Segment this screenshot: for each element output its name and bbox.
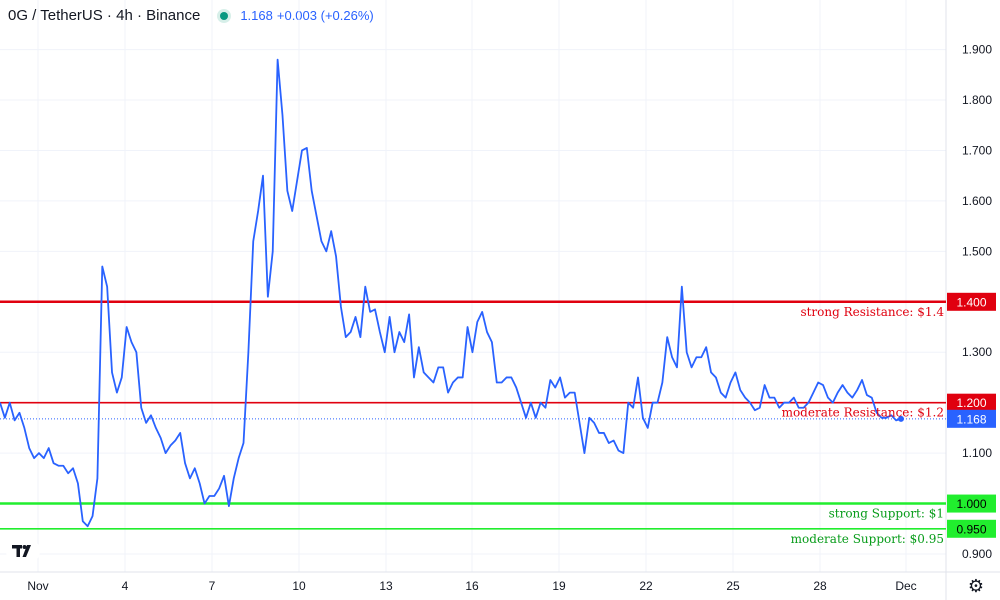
x-tick-label: 13: [379, 579, 393, 593]
x-tick-label: 25: [726, 579, 740, 593]
support-moderate-badge-text: 0.950: [956, 522, 986, 536]
support-moderate-label: moderate Support: $0.95: [791, 532, 944, 546]
x-tick-label: Nov: [27, 579, 48, 593]
y-tick-label: 0.900: [962, 547, 992, 561]
gear-icon[interactable]: ⚙: [967, 576, 985, 596]
x-tick-label: Dec: [895, 579, 916, 593]
support-strong-badge: [947, 494, 996, 513]
x-tick-label: 4: [122, 579, 129, 593]
x-tick-label: 16: [465, 579, 479, 593]
y-tick-label: 1.100: [962, 446, 992, 460]
resistance-moderate-label: moderate Resistance: $1.2: [782, 406, 944, 420]
price-change: +0.003 (+0.26%): [276, 8, 374, 23]
resistance-strong-badge: [947, 292, 996, 311]
tradingview-logo-icon[interactable]: [6, 536, 40, 566]
y-tick-label: 1.900: [962, 43, 992, 57]
support-strong-label: strong Support: $1: [829, 507, 944, 521]
y-tick-label: 1.500: [962, 244, 992, 258]
y-tick-label: 1.300: [962, 345, 992, 359]
resistance-moderate-badge: [947, 393, 996, 412]
last-price-point: [898, 415, 904, 422]
resistance-moderate-badge-text: 1.200: [956, 396, 986, 410]
x-tick-label: 10: [292, 579, 306, 593]
market-status-icon: [220, 11, 229, 20]
last-price: 1.168: [240, 8, 273, 23]
price-series-line: [0, 58, 902, 528]
support-moderate-badge: [947, 519, 996, 538]
x-tick-label: 19: [552, 579, 566, 593]
chart-header: 0G / TetherUS · 4h · Binance 1.168 +0.00…: [8, 7, 374, 24]
y-tick-label: 1.700: [962, 143, 992, 157]
resistance-strong-badge-text: 1.400: [956, 295, 986, 309]
y-tick-label: 1.600: [962, 194, 992, 208]
x-tick-label: 7: [209, 579, 216, 593]
symbol-title[interactable]: 0G / TetherUS · 4h · Binance: [8, 7, 201, 24]
last-price-badge-text: 1.168: [956, 412, 986, 426]
x-tick-label: 28: [813, 579, 827, 593]
support-strong-badge-text: 1.000: [956, 497, 986, 511]
resistance-strong-label: strong Resistance: $1.4: [800, 305, 944, 319]
last-price-badge: [947, 409, 996, 428]
y-tick-label: 1.800: [962, 93, 992, 107]
x-tick-label: 22: [639, 579, 653, 593]
